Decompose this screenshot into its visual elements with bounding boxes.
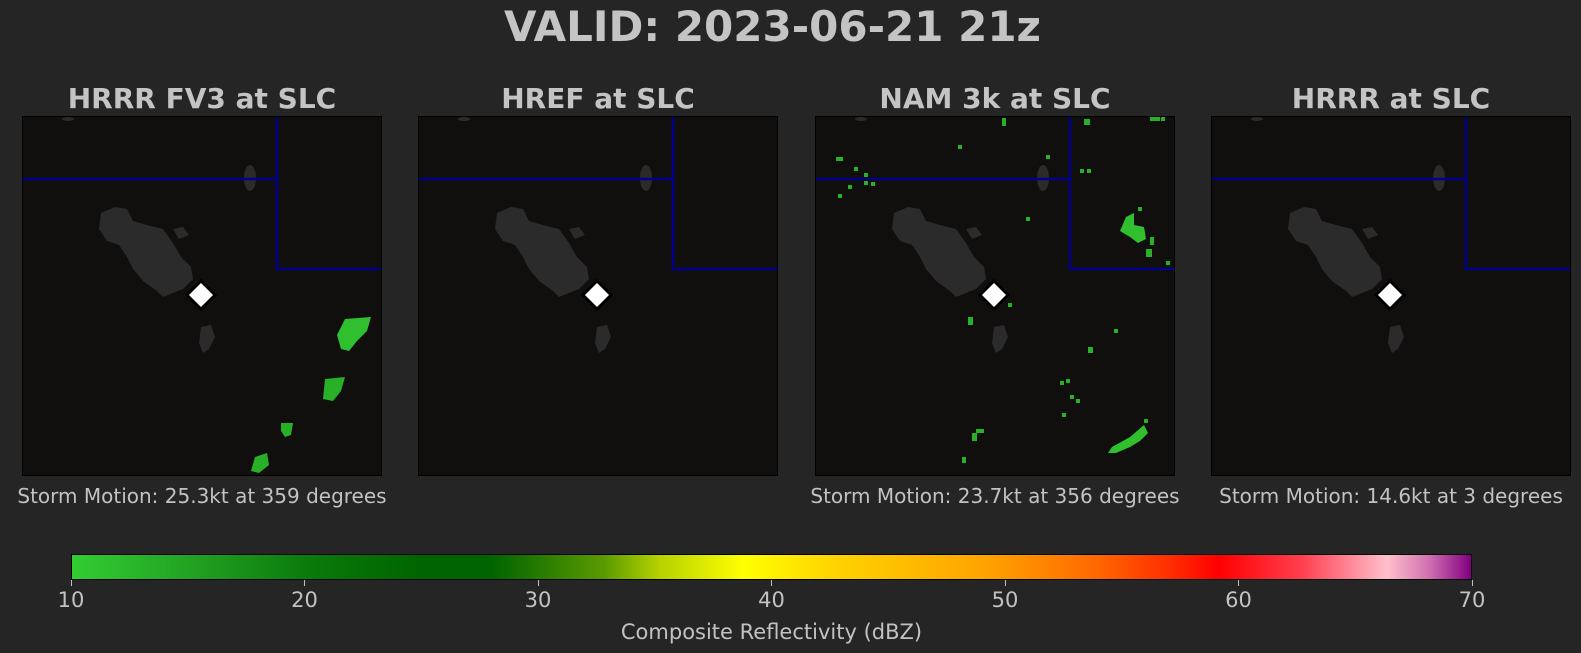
lake-features — [62, 117, 256, 353]
storm-motion-hrrr: Storm Motion: 14.6kt at 3 degrees — [1219, 484, 1563, 508]
storm-motion-hrrr-fv3: Storm Motion: 25.3kt at 359 degrees — [17, 484, 387, 508]
station-marker — [580, 278, 614, 312]
colorbar-tick-mark — [304, 580, 305, 586]
state-borders — [419, 117, 777, 271]
lake-features — [458, 117, 652, 353]
colorbar-tick-label: 50 — [991, 588, 1019, 612]
lake-features — [855, 117, 1049, 353]
panel-title-hrrr-fv3: HRRR FV3 at SLC — [67, 82, 337, 115]
panel-title-hrrr: HRRR at SLC — [1291, 82, 1491, 115]
colorbar-tick-label: 70 — [1458, 588, 1486, 612]
reflectivity-cells — [251, 317, 371, 473]
state-borders — [816, 117, 1174, 271]
panel-title-href: HREF at SLC — [501, 82, 695, 115]
colorbar — [71, 554, 1472, 580]
colorbar-tick-mark — [1471, 580, 1473, 586]
colorbar-tick-mark — [70, 580, 72, 586]
colorbar-tick-label: 60 — [1225, 588, 1252, 612]
colorbar-tick-mark — [1238, 580, 1239, 586]
state-borders — [1212, 117, 1570, 271]
reflectivity-cells — [836, 117, 1170, 463]
map-panel-href — [418, 116, 778, 476]
colorbar-tick-label: 20 — [291, 588, 318, 612]
colorbar-tick-mark — [537, 580, 539, 586]
colorbar-tick-label: 30 — [524, 588, 552, 612]
colorbar-tick-label: 40 — [758, 588, 785, 612]
colorbar-tick-label: 10 — [57, 588, 85, 612]
lake-features — [1251, 117, 1445, 353]
map-panel-hrrr-fv3 — [22, 116, 382, 476]
map-panel-hrrr — [1211, 116, 1571, 476]
state-borders — [23, 117, 381, 271]
colorbar-tick-mark — [1004, 580, 1006, 586]
station-marker — [1373, 278, 1407, 312]
station-marker — [977, 278, 1011, 312]
storm-motion-nam3k: Storm Motion: 23.7kt at 356 degrees — [810, 484, 1180, 508]
station-marker — [184, 278, 218, 312]
panel-title-nam3k: NAM 3k at SLC — [879, 82, 1111, 115]
main-title: VALID: 2023-06-21 21z — [504, 2, 1041, 51]
colorbar-label: Composite Reflectivity (dBZ) — [620, 620, 923, 644]
map-panel-nam3k — [815, 116, 1175, 476]
colorbar-tick-mark — [771, 580, 772, 586]
